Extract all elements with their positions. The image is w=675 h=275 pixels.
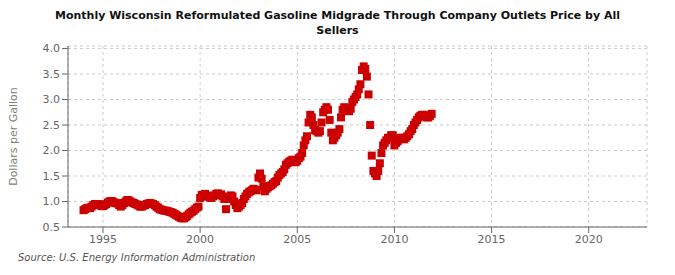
svg-text:Dollars per Gallon: Dollars per Gallon: [8, 87, 20, 186]
html-text:Source: U.S. Energy Informatio: Source: U.S. Energy Information Administ…: [18, 252, 256, 263]
svg-text:1.5: 1.5: [43, 170, 61, 183]
html-text:Sellers: Sellers: [316, 24, 359, 37]
svg-text:4.0: 4.0: [43, 42, 61, 55]
svg-text:1.0: 1.0: [43, 195, 61, 208]
svg-text:0.5: 0.5: [43, 221, 61, 234]
svg-text:2010: 2010: [380, 233, 408, 246]
svg-text:2000: 2000: [186, 233, 214, 246]
svg-text:3.0: 3.0: [43, 93, 61, 106]
svg-text:2.0: 2.0: [43, 144, 61, 157]
svg-text:1995: 1995: [89, 233, 117, 246]
svg-text:2020: 2020: [575, 233, 603, 246]
svg-text:2005: 2005: [283, 233, 311, 246]
svg-text:2.5: 2.5: [43, 119, 61, 132]
svg-text:2015: 2015: [478, 233, 506, 246]
svg-text:3.5: 3.5: [43, 68, 61, 81]
html-text:Monthly Wisconsin Reformulated: Monthly Wisconsin Reformulated Gasoline …: [55, 9, 620, 22]
